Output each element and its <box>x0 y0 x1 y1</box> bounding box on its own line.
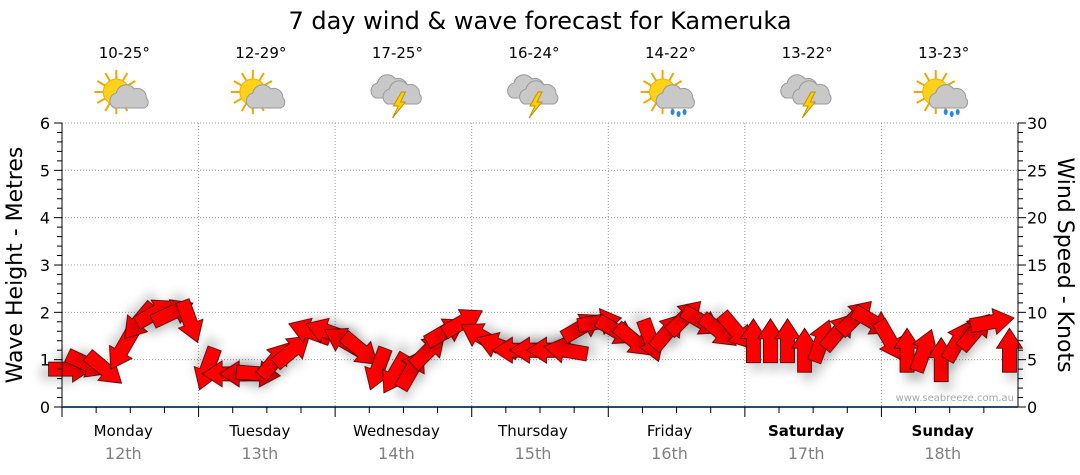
cloud <box>109 84 149 109</box>
left-axis-title: Wave Height - Metres <box>3 147 28 384</box>
sun-ray <box>643 97 653 104</box>
sun-ray <box>240 72 248 83</box>
right-tick-label: 25 <box>1027 161 1047 180</box>
day-name: Friday <box>647 422 693 440</box>
thunderstorm-icon <box>370 74 422 119</box>
cloud <box>655 84 695 109</box>
cloud <box>928 84 969 109</box>
rain-drop <box>955 109 960 115</box>
sun-ray <box>233 80 243 87</box>
wind-arrow <box>756 317 785 364</box>
left-tick-label: 6 <box>40 114 50 133</box>
right-tick-label: 10 <box>1027 303 1047 322</box>
watermark: www.seabreeze.com.au <box>896 393 1014 404</box>
left-tick-label: 2 <box>40 303 50 322</box>
wind-arrows <box>48 298 1024 394</box>
day-date: 14th <box>378 444 415 463</box>
sun-ray <box>923 101 931 112</box>
day-date: 13th <box>241 444 278 463</box>
sun-ray <box>240 101 248 112</box>
right-tick-label: 20 <box>1027 209 1047 228</box>
right-tick-label: 5 <box>1027 351 1037 370</box>
partly-cloudy-icon <box>230 70 286 114</box>
sun-ray <box>923 72 931 83</box>
cloud <box>245 84 286 109</box>
day-temp: 13-22° <box>782 44 833 62</box>
right-tick-label: 15 <box>1027 256 1047 275</box>
day-temp: 17-25° <box>372 44 423 62</box>
day-name: Saturday <box>768 422 845 440</box>
day-date: 18th <box>924 444 961 463</box>
day-name: Monday <box>94 422 153 440</box>
rain-drop <box>676 111 681 117</box>
wind-arrow <box>175 298 204 344</box>
day-date: 15th <box>515 444 552 463</box>
left-tick-label: 0 <box>40 398 50 417</box>
day-date: 17th <box>788 444 825 463</box>
day-name: Sunday <box>912 422 975 440</box>
wind-arrow <box>440 309 483 340</box>
chart-title: 7 day wind & wave forecast for Kameruka <box>288 7 791 35</box>
left-tick-label: 4 <box>40 209 50 228</box>
sun-ray <box>667 72 675 83</box>
day-date: 16th <box>651 444 688 463</box>
right-tick-label: 0 <box>1027 398 1037 417</box>
thunderstorm-icon <box>780 74 832 119</box>
rain-drop <box>682 109 687 115</box>
lightning-bolt <box>801 91 817 119</box>
day-temp: 16-24° <box>508 44 559 62</box>
day-name: Tuesday <box>228 422 290 440</box>
sun-ray <box>916 80 926 87</box>
wind-arrow <box>739 317 768 364</box>
sun-ray <box>104 101 112 112</box>
thunderstorm-icon <box>507 74 559 119</box>
sun-ray <box>916 97 926 104</box>
sun-ray <box>233 97 243 104</box>
sun-ray <box>96 80 107 87</box>
right-axis-title: Wind Speed - Knots <box>1052 157 1077 372</box>
sun-ray <box>650 101 658 112</box>
day-date: 12th <box>105 444 142 463</box>
day-temp: 14-22° <box>645 44 696 62</box>
wind-arrow <box>773 317 802 364</box>
day-temp: 13-23° <box>918 44 969 62</box>
sun-ray <box>940 72 948 83</box>
left-tick-label: 1 <box>40 351 50 370</box>
day-name: Thursday <box>497 422 568 440</box>
sun-ray <box>257 72 265 83</box>
rain-drop <box>670 109 675 115</box>
left-tick-label: 5 <box>40 161 50 180</box>
wind-arrow <box>338 330 379 365</box>
wind-arrow <box>909 328 938 374</box>
wind-arrow <box>872 317 903 361</box>
rain-drop <box>943 109 948 115</box>
sun-ray <box>650 72 658 83</box>
grid <box>62 122 1018 407</box>
wind-arrow <box>995 327 1024 373</box>
showers-icon <box>913 70 969 117</box>
sun-ray <box>96 97 107 104</box>
day-name: Wednesday <box>353 422 440 440</box>
day-temp: 12-29° <box>235 44 286 62</box>
wind-arrow <box>790 327 819 373</box>
right-tick-label: 30 <box>1027 114 1047 133</box>
lightning-bolt <box>391 91 407 119</box>
sun-ray <box>104 72 112 83</box>
day-headers: 10-25° Monday 12th 12-29° Tuesday 13th 17-25° W… <box>94 44 974 463</box>
wind-arrow <box>109 327 140 370</box>
left-tick-label: 3 <box>40 256 50 275</box>
partly-cloudy-icon <box>94 70 149 114</box>
wind-arrow <box>969 307 1015 336</box>
wind-arrow <box>270 335 310 371</box>
axes: 0 1 2 3 4 5 6 0 5 10 15 20 25 30 <box>40 114 1047 417</box>
sun-ray <box>643 80 653 87</box>
lightning-bolt <box>528 91 544 119</box>
day-temp: 10-25° <box>99 44 150 62</box>
wind-arrow <box>543 336 589 364</box>
showers-icon <box>640 70 695 117</box>
rain-drop <box>949 111 954 117</box>
sun-ray <box>121 72 129 83</box>
